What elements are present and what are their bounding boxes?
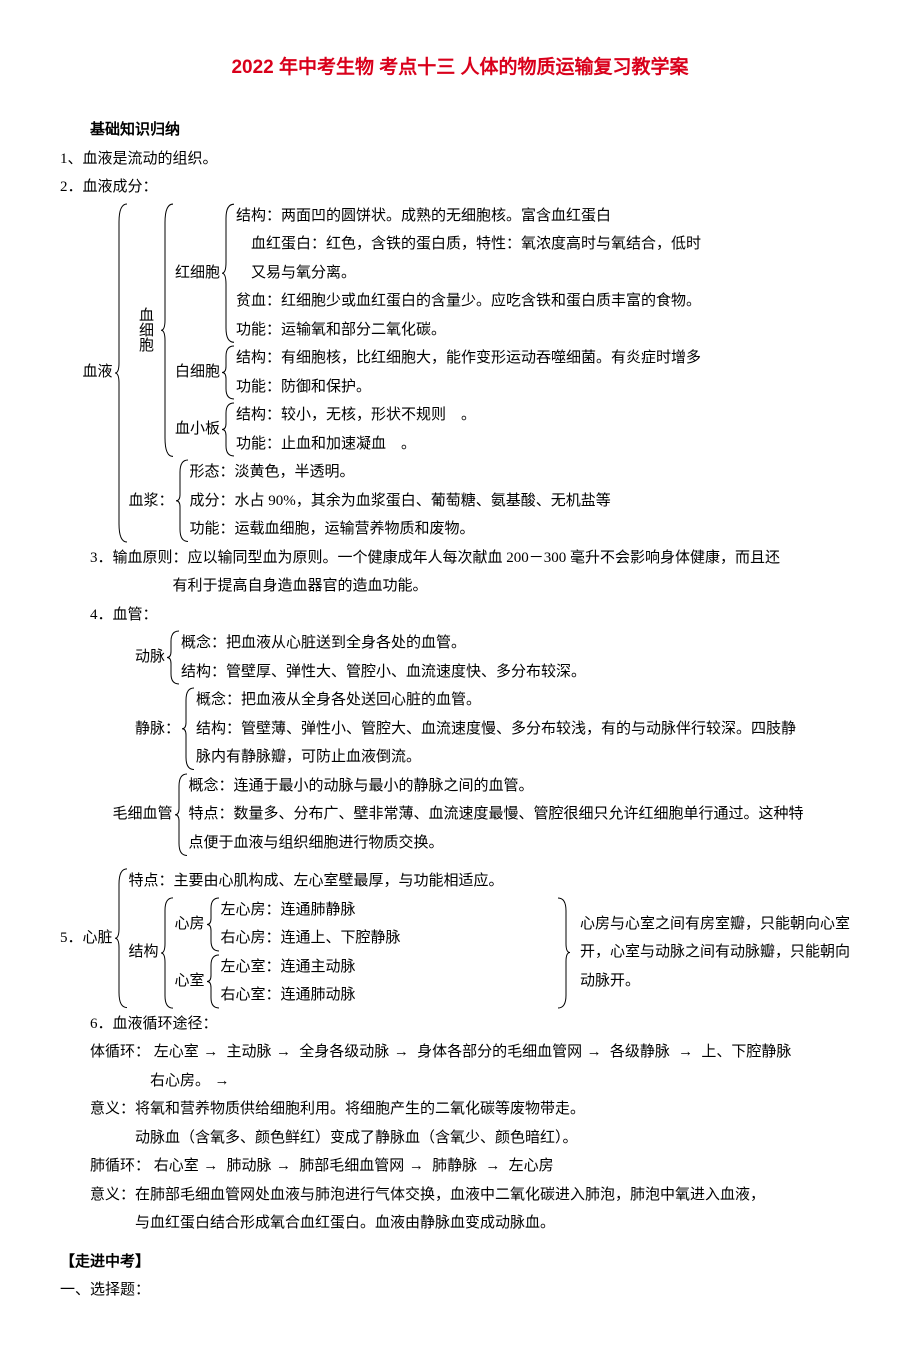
capillary-concept: 概念：连通于最小的动脉与最小的静脉之间的血管。 — [189, 772, 860, 801]
systemic-circulation-end: 右心房。→ — [60, 1067, 860, 1096]
left-atrium: 左心房：连通肺静脉 — [221, 896, 556, 925]
point-1: 1、血液是流动的组织。 — [60, 145, 860, 174]
rbc-hemoglobin: 血红蛋白：红色，含铁的蛋白质，特性：氧浓度高时与氧结合，低时 — [236, 230, 860, 259]
plasma-label: 血浆： — [129, 458, 176, 544]
exam-header: 【走进中考】 — [60, 1248, 860, 1277]
brace-icon — [222, 401, 236, 458]
rbc-label: 红细胞 — [175, 202, 222, 345]
plasma-comp: 成分：水占 90%，其余为血浆蛋白、葡萄糖、氨基酸、无机盐等 — [190, 487, 860, 516]
platelet-function: 功能：止血和加速凝血 。 — [236, 430, 860, 459]
pul-s4: 肺静脉 — [432, 1158, 481, 1174]
vein-label: 静脉： — [135, 686, 182, 772]
artery-label: 动脉 — [135, 629, 167, 686]
brace-icon — [115, 202, 129, 544]
brace-icon — [222, 202, 236, 345]
systemic-circulation: 体循环： 左心室→ 主动脉→ 全身各级动脉→ 身体各部分的毛细血管网→ 各级静脉… — [60, 1038, 860, 1067]
vein-concept: 概念：把血液从全身各处送回心脏的血管。 — [196, 686, 860, 715]
rbc-hemoglobin-b: 又易与氧分离。 — [236, 259, 860, 288]
point-4: 4．血管： — [60, 601, 860, 630]
section-header: 基础知识归纳 — [60, 116, 860, 145]
right-ventricle: 右心室：连通肺动脉 — [221, 981, 556, 1010]
sys-s1: 左心室 — [154, 1044, 199, 1060]
vein-structure-b: 脉内有静脉瓣，可防止血液倒流。 — [196, 743, 860, 772]
rbc-hemoglobin-text: 血红蛋白：红色，含铁的蛋白质，特性：氧浓度高时与氧结合，低时 — [251, 236, 701, 252]
sys-s5: 各级静脉 — [610, 1044, 674, 1060]
exam-sub: 一、选择题： — [60, 1276, 860, 1305]
plasma-func: 功能：运载血细胞，运输营养物质和废物。 — [190, 515, 860, 544]
capillary-feature: 特点：数量多、分布广、壁非常薄、血流速度最慢、管腔很细只允许红细胞单行通过。这种… — [189, 800, 860, 829]
arrow-icon: → — [272, 1038, 296, 1067]
arrow-icon: → — [404, 1152, 428, 1181]
arrow-icon: → — [481, 1152, 505, 1181]
pulmonary-circulation: 肺循环： 右心室→ 肺动脉→ 肺部毛细血管网→ 肺静脉 → 左心房 — [60, 1152, 860, 1181]
pul-label: 肺循环： — [90, 1158, 150, 1174]
arrow-icon: → — [210, 1067, 234, 1096]
arrow-icon: → — [199, 1152, 223, 1181]
rbc-anemia: 贫血：红细胞少或血红蛋白的含量少。应吃含铁和蛋白质丰富的食物。 — [236, 287, 860, 316]
sys-s4: 身体各部分的毛细血管网 — [417, 1044, 582, 1060]
blood-cells-label: 血细胞 — [129, 202, 162, 459]
brace-icon — [182, 686, 196, 772]
blood-label: 血液 — [83, 202, 115, 544]
platelet-label: 血小板 — [175, 401, 222, 458]
artery-concept: 概念：把血液从心脏送到全身各处的血管。 — [181, 629, 860, 658]
plasma-form: 形态：淡黄色，半透明。 — [190, 458, 860, 487]
artery-structure: 结构：管壁厚、弹性大、管腔小、血流速度快、多分布较深。 — [181, 658, 860, 687]
sys-label: 体循环： — [90, 1044, 150, 1060]
arrow-icon: → — [199, 1038, 223, 1067]
brace-icon — [161, 896, 175, 1010]
sys-s3: 全身各级动脉 — [299, 1044, 389, 1060]
brace-icon — [115, 867, 129, 1010]
brace-icon — [207, 953, 221, 1010]
arrow-icon: → — [582, 1038, 606, 1067]
pul-s5: 左心房 — [509, 1158, 554, 1174]
sys-s2: 主动脉 — [227, 1044, 272, 1060]
rbc-function: 功能：运输氧和部分二氧化碳。 — [236, 316, 860, 345]
page-title: 2022 年中考生物 考点十三 人体的物质运输复习教学案 — [60, 50, 860, 86]
point-6: 6．血液循环途径： — [60, 1010, 860, 1039]
arrow-icon: → — [389, 1038, 413, 1067]
wbc-label: 白细胞 — [175, 344, 222, 401]
pulmonary-meaning-1: 意义：在肺部毛细血管网处血液与肺泡进行气体交换，血液中二氧化碳进入肺泡，肺泡中氧… — [60, 1181, 860, 1210]
brace-icon — [222, 344, 236, 401]
heart-valve-note: 心房与心室之间有房室瓣，只能朝向心室开，心室与动脉之间有动脉瓣，只能朝向动脉开。 — [570, 896, 860, 1010]
arrow-icon: → — [674, 1038, 698, 1067]
sys-s7: 右心房。 — [150, 1073, 210, 1089]
heart-feature: 特点：主要由心肌构成、左心室壁最厚，与功能相适应。 — [129, 867, 860, 896]
brace-icon — [175, 772, 189, 858]
capillary-label: 毛细血管 — [113, 772, 175, 858]
pul-s1: 右心室 — [154, 1158, 199, 1174]
wbc-function: 功能：防御和保护。 — [236, 373, 860, 402]
capillary-feature-b: 点便于血液与组织细胞进行物质交换。 — [189, 829, 860, 858]
pul-s2: 肺动脉 — [227, 1158, 272, 1174]
left-ventricle: 左心室：连通主动脉 — [221, 953, 556, 982]
point-3a: 3．输血原则：应以输同型血为原则。一个健康成年人每次献血 200－300 毫升不… — [60, 544, 860, 573]
vein-structure: 结构：管壁薄、弹性小、管腔大、血流速度慢、多分布较浅，有的与动脉伴行较深。四肢静 — [196, 715, 860, 744]
rbc-structure: 结构：两面凹的圆饼状。成熟的无细胞核。富含血红蛋白 — [236, 202, 860, 231]
brace-icon — [176, 458, 190, 544]
brace-icon — [161, 202, 175, 459]
arrow-icon: → — [272, 1152, 296, 1181]
wbc-structure: 结构：有细胞核，比红细胞大，能作变形运动吞噬细菌。有炎症时增多 — [236, 344, 860, 373]
brace-icon — [207, 896, 221, 953]
pul-s3: 肺部毛细血管网 — [299, 1158, 404, 1174]
right-atrium: 右心房：连通上、下腔静脉 — [221, 924, 556, 953]
heart-structure-label: 结构 — [129, 896, 161, 1010]
ventricle-label: 心室 — [175, 953, 207, 1010]
platelet-structure: 结构：较小，无核，形状不规则 。 — [236, 401, 860, 430]
point-5: 5．心脏 — [60, 867, 115, 1010]
atrium-label: 心房 — [175, 896, 207, 953]
brace-icon — [167, 629, 181, 686]
systemic-meaning-1: 意义：将氧和营养物质供给细胞利用。将细胞产生的二氧化碳等废物带走。 — [60, 1095, 860, 1124]
pulmonary-meaning-2: 与血红蛋白结合形成氧合血红蛋白。血液由静脉血变成动脉血。 — [60, 1209, 860, 1238]
systemic-meaning-2: 动脉血（含氧多、颜色鲜红）变成了静脉血（含氧少、颜色暗红）。 — [60, 1124, 860, 1153]
point-2: 2．血液成分： — [60, 173, 860, 202]
point-3b: 有利于提高自身造血器官的造血功能。 — [60, 572, 860, 601]
brace-right-icon — [556, 896, 570, 1010]
sys-s6: 上、下腔静脉 — [701, 1044, 791, 1060]
